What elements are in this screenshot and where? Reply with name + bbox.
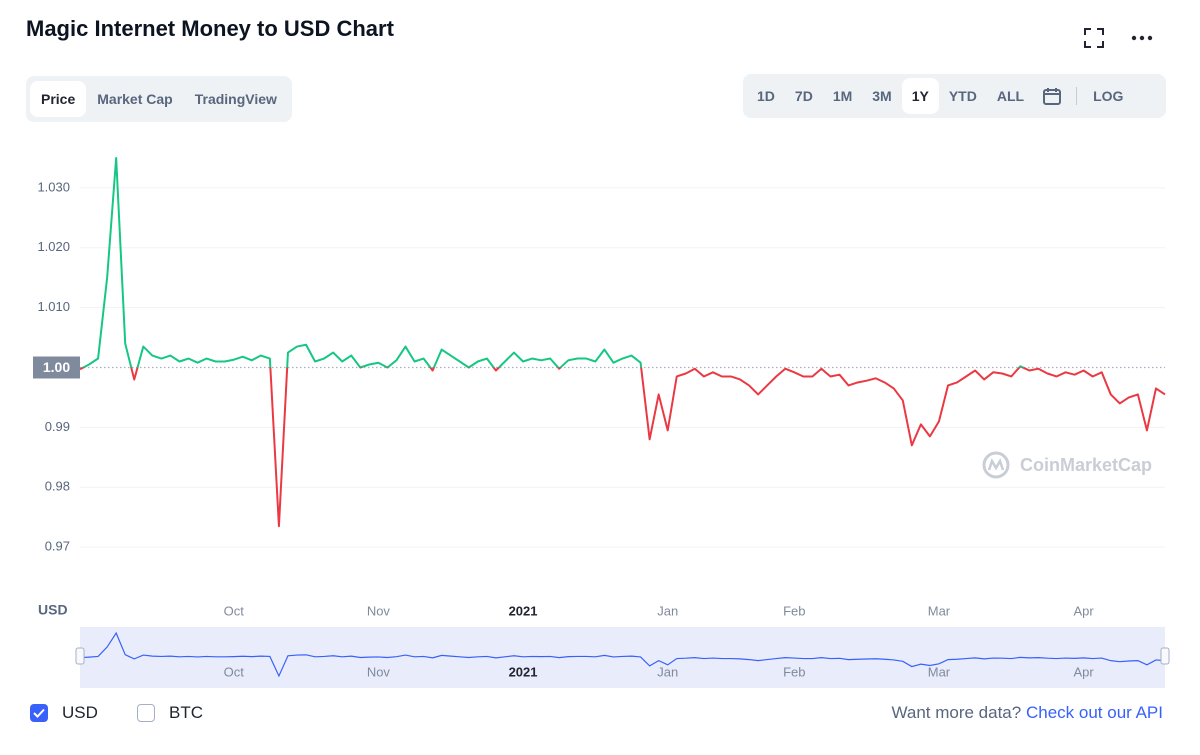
navigator — [80, 627, 1165, 688]
y-tick-label: 0.99 — [45, 419, 70, 434]
y-tick-label: 1.030 — [37, 179, 70, 194]
x-tick-label: Jan — [657, 603, 678, 618]
navigator-label: Feb — [783, 664, 805, 679]
tab-button[interactable]: TradingView — [194, 91, 277, 107]
page-title: Magic Internet Money to USD Chart — [26, 16, 394, 41]
separator — [1076, 87, 1078, 105]
range-button[interactable]: 1M — [832, 88, 853, 104]
expand-icon[interactable] — [1084, 28, 1104, 48]
prompt-text: Want more data? — [891, 703, 1022, 722]
navigator-label: Apr — [1074, 664, 1095, 679]
range-button[interactable]: ALL — [996, 88, 1025, 104]
range-button[interactable]: 7D — [794, 88, 813, 104]
tab-button[interactable]: Market Cap — [97, 91, 173, 107]
usd-option[interactable]: USD — [30, 703, 98, 723]
navigator-label: Mar — [928, 664, 951, 679]
tab-button[interactable]: Price — [30, 81, 87, 117]
x-tick-label: Oct — [224, 603, 245, 618]
navigator-label: Oct — [224, 664, 245, 679]
navigator-label: Jan — [657, 664, 678, 679]
btc-option[interactable]: BTC — [137, 703, 203, 723]
watermark-text: CoinMarketCap — [1020, 455, 1152, 475]
api-link[interactable]: Check out our API — [1025, 703, 1163, 722]
checkbox-label: BTC — [169, 703, 203, 722]
log-button[interactable]: LOG — [1093, 88, 1124, 104]
x-tick-label: Mar — [928, 603, 951, 618]
y-tick-label: 0.98 — [45, 479, 70, 494]
tab-group: Price Market Cap TradingView — [26, 76, 292, 122]
more-icon[interactable] — [1131, 35, 1153, 41]
navigator-label: Nov — [367, 664, 391, 679]
api-prompt: Want more data? Check out our API — [891, 703, 1163, 723]
checkbox[interactable] — [137, 704, 155, 722]
navigator-line — [79, 631, 1166, 678]
checkbox-checked[interactable] — [30, 704, 48, 722]
x-tick-label: Apr — [1074, 603, 1095, 618]
navigator-handle[interactable] — [75, 647, 85, 665]
range-button[interactable]: YTD — [948, 88, 977, 104]
navigator-label: 2021 — [509, 664, 538, 679]
range-button[interactable]: 3M — [872, 88, 892, 104]
y-tick-label: 1.020 — [37, 239, 70, 254]
y-tick-label: 0.97 — [45, 539, 70, 554]
x-tick-label: Feb — [783, 603, 805, 618]
x-tick-label: 2021 — [509, 603, 538, 618]
calendar-icon — [1043, 88, 1062, 105]
axis-unit: USD — [38, 602, 68, 618]
price-tag — [33, 356, 80, 379]
price-line — [79, 156, 1166, 528]
navigator-handle[interactable] — [1160, 647, 1170, 665]
range-group: 1D 7D 1M 3M 1Y YTD ALL LOG — [743, 74, 1166, 118]
checkbox-label: USD — [62, 703, 98, 722]
range-button[interactable]: 1D — [757, 88, 775, 104]
y-tick-label: 1.010 — [37, 299, 70, 314]
price-tag-label: 1.00 — [43, 359, 70, 375]
watermark: CoinMarketCap — [982, 451, 1152, 479]
range-button[interactable]: 1Y — [901, 78, 939, 114]
calendar-button[interactable] — [1034, 78, 1070, 114]
x-tick-label: Nov — [367, 603, 391, 618]
